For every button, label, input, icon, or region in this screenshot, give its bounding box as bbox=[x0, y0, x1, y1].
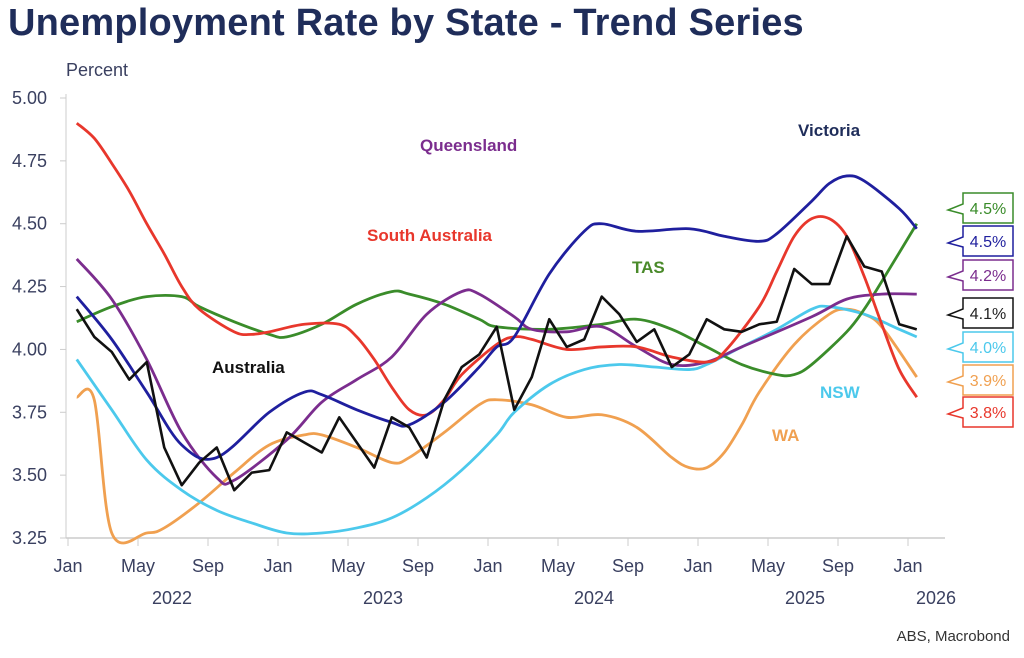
series-line-tas bbox=[76, 222, 918, 378]
x-tick-label: May bbox=[331, 556, 365, 576]
end-value-label: 4.5% bbox=[970, 201, 1006, 218]
end-value-callout bbox=[945, 192, 1014, 224]
series-label-wa: WA bbox=[772, 426, 799, 445]
series-label-australia: Australia bbox=[212, 358, 285, 377]
year-label: 2026 bbox=[916, 588, 956, 608]
x-tick-label: May bbox=[751, 556, 785, 576]
x-tick-label: May bbox=[121, 556, 155, 576]
series-line-queensland bbox=[75, 257, 917, 486]
series-label-queensland: Queensland bbox=[420, 136, 517, 155]
year-label: 2022 bbox=[152, 588, 192, 608]
series-line-south-australia bbox=[75, 122, 918, 417]
end-value-callout bbox=[945, 331, 1014, 363]
end-value-label: 3.8% bbox=[970, 405, 1006, 422]
y-tick-label: 4.00 bbox=[12, 339, 47, 359]
y-tick-label: 3.25 bbox=[12, 528, 47, 548]
x-tick-label: Sep bbox=[192, 556, 224, 576]
series-line-wa bbox=[76, 307, 918, 545]
series-line-victoria bbox=[75, 174, 918, 461]
x-tick-label: Sep bbox=[612, 556, 644, 576]
series-label-nsw: NSW bbox=[820, 383, 861, 402]
y-tick-label: 4.75 bbox=[12, 151, 47, 171]
end-value-label: 4.5% bbox=[970, 234, 1006, 251]
series-line-australia bbox=[75, 234, 918, 492]
x-tick-label: Sep bbox=[402, 556, 434, 576]
x-tick-label: Jan bbox=[473, 556, 502, 576]
chart-title: Unemployment Rate by State - Trend Serie… bbox=[8, 2, 804, 44]
series-label-south-australia: South Australia bbox=[367, 226, 493, 245]
series-line-nsw bbox=[75, 304, 918, 536]
series-label-tas: TAS bbox=[632, 258, 665, 277]
y-tick-label: 4.25 bbox=[12, 277, 47, 297]
y-tick-label: 3.75 bbox=[12, 402, 47, 422]
x-tick-label: May bbox=[541, 556, 575, 576]
end-value-callout bbox=[945, 297, 1014, 329]
y-axis-label: Percent bbox=[66, 60, 128, 80]
year-label: 2025 bbox=[785, 588, 825, 608]
y-tick-label: 4.50 bbox=[12, 214, 47, 234]
x-tick-label: Sep bbox=[822, 556, 854, 576]
x-tick-label: Jan bbox=[893, 556, 922, 576]
end-value-label: 4.0% bbox=[970, 340, 1006, 357]
year-label: 2023 bbox=[363, 588, 403, 608]
x-tick-label: Jan bbox=[263, 556, 292, 576]
end-value-callout bbox=[945, 225, 1014, 257]
y-tick-label: 3.50 bbox=[12, 465, 47, 485]
year-label: 2024 bbox=[574, 588, 614, 608]
x-tick-label: Jan bbox=[53, 556, 82, 576]
x-tick-label: Jan bbox=[683, 556, 712, 576]
y-tick-label: 5.00 bbox=[12, 88, 47, 108]
end-value-callout bbox=[945, 364, 1014, 396]
end-value-callout bbox=[945, 396, 1014, 428]
series-label-victoria: Victoria bbox=[798, 121, 861, 140]
end-value-label: 4.2% bbox=[970, 268, 1006, 285]
end-value-label: 4.1% bbox=[970, 306, 1006, 323]
end-value-callout bbox=[945, 259, 1014, 291]
end-value-label: 3.9% bbox=[970, 373, 1006, 390]
source-note: ABS, Macrobond bbox=[897, 628, 1010, 645]
